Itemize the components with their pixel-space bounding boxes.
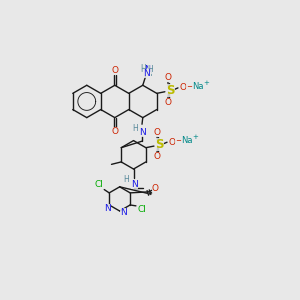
- Text: +: +: [203, 80, 209, 85]
- Text: Na: Na: [181, 136, 193, 145]
- Text: H: H: [141, 65, 146, 74]
- Text: −: −: [186, 82, 193, 91]
- Text: O: O: [152, 184, 159, 193]
- Text: Cl: Cl: [138, 205, 146, 214]
- Text: O: O: [164, 74, 171, 82]
- Text: O: O: [111, 128, 118, 136]
- Text: S: S: [166, 84, 175, 97]
- Text: H: H: [132, 124, 138, 134]
- Text: Cl: Cl: [94, 180, 103, 189]
- Text: H: H: [146, 69, 152, 78]
- Text: +: +: [193, 134, 199, 140]
- Text: O: O: [169, 138, 176, 147]
- Text: H: H: [148, 65, 153, 74]
- Text: H: H: [124, 175, 130, 184]
- Text: O: O: [154, 152, 160, 161]
- Text: O: O: [164, 98, 171, 107]
- Text: −: −: [176, 136, 182, 145]
- Text: S: S: [155, 138, 164, 151]
- Text: N: N: [104, 204, 111, 213]
- Text: O: O: [111, 66, 118, 75]
- Text: O: O: [154, 128, 160, 137]
- Text: N: N: [143, 69, 150, 78]
- Text: Na: Na: [192, 82, 204, 91]
- Text: N: N: [139, 128, 145, 137]
- Text: N: N: [131, 180, 138, 189]
- Text: O: O: [180, 83, 187, 92]
- Text: H: H: [141, 64, 146, 73]
- Text: N: N: [120, 208, 127, 217]
- Text: N: N: [144, 65, 151, 74]
